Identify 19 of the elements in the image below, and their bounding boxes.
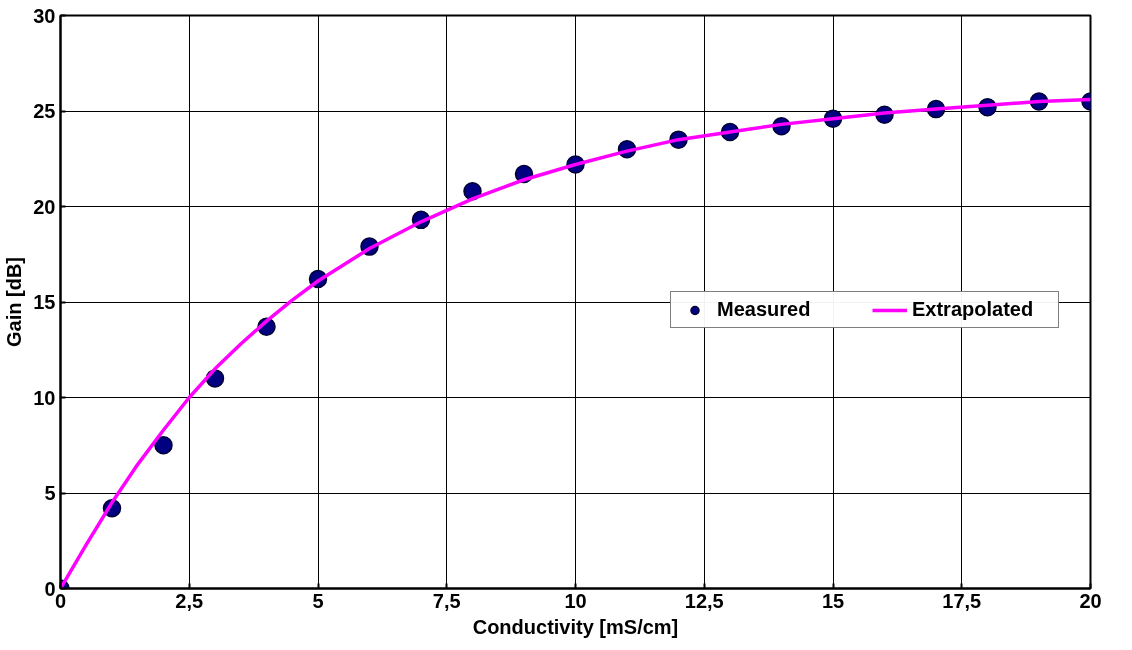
y-tick-label: 5 [44,482,56,504]
x-tick-label: 17,5 [942,589,982,612]
x-tick-label: 5 [312,589,324,612]
y-tick-label: 15 [33,291,56,313]
y-tick-label: 30 [33,4,56,27]
x-tick-label: 20 [1079,589,1102,612]
x-axis-title: Conductivity [mS/cm] [472,615,679,638]
x-tick-label: 15 [821,589,845,612]
y-tick-label: 10 [33,386,56,409]
legend-label: Extrapolated [912,298,1035,321]
x-tick-label: 2,5 [175,589,204,612]
y-tick-label: 25 [33,100,56,122]
x-tick-label: 7,5 [432,589,461,612]
x-tick-label: 10 [564,589,587,612]
point [154,436,173,455]
y-tick-label: 20 [33,195,56,218]
legend-label: Measured [717,298,812,321]
y-axis-title: Gain [dB] [3,257,26,347]
x-tick-label: 12,5 [684,589,724,612]
